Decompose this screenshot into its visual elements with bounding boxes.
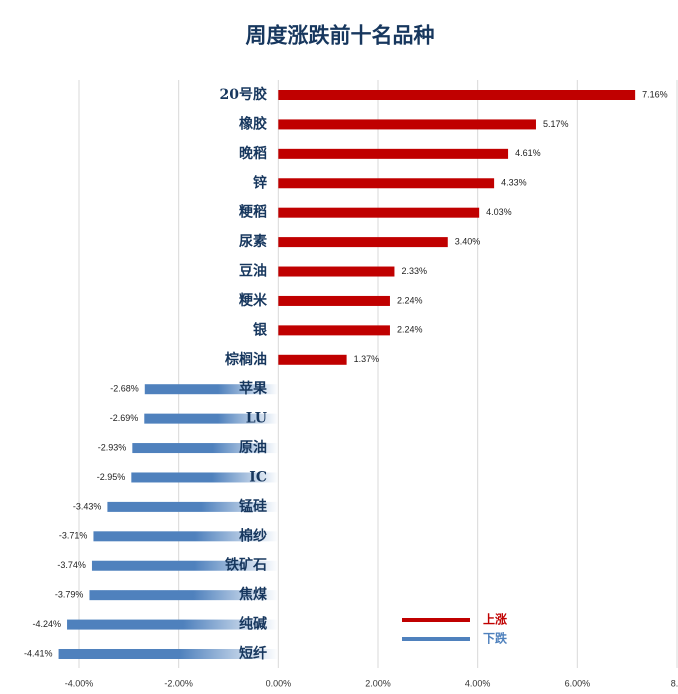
bar: [278, 148, 509, 159]
category-label: 纯碱: [239, 616, 267, 633]
x-tick-label: 2.00%: [365, 678, 391, 688]
bar: [91, 560, 279, 571]
value-label: 4.61%: [515, 148, 541, 158]
bar: [58, 649, 279, 659]
value-label: -2.69%: [110, 413, 139, 423]
bar: [144, 384, 279, 395]
value-label: -4.24%: [33, 619, 62, 629]
category-label: IC: [249, 469, 267, 485]
value-label: -2.68%: [110, 384, 139, 394]
value-label: -3.43%: [73, 501, 102, 511]
bar: [278, 178, 495, 189]
bar: [278, 295, 390, 306]
category-label: 棕榈油: [224, 351, 267, 368]
value-label: 4.33%: [501, 178, 527, 188]
category-label: 橡胶: [239, 115, 267, 132]
bar: [93, 531, 279, 542]
bar: [278, 237, 448, 248]
value-label: -2.95%: [97, 472, 126, 482]
category-label: 焦煤: [238, 586, 268, 603]
bar: [278, 90, 636, 100]
bar: [278, 354, 347, 365]
legend-label: 下跌: [483, 631, 508, 646]
value-label: 2.24%: [397, 325, 423, 335]
value-label: 3.40%: [455, 236, 481, 246]
legend-label: 上涨: [483, 612, 507, 627]
value-label: 7.16%: [642, 89, 668, 99]
chart-title: 周度涨跌前十名品种: [246, 23, 435, 48]
category-label: 短纤: [239, 645, 267, 662]
value-label: 5.17%: [543, 119, 569, 129]
category-label: 银: [253, 321, 268, 338]
x-tick-label: 6.00%: [565, 678, 591, 688]
bar: [67, 619, 279, 630]
x-tick-label: 8.0: [671, 678, 678, 688]
bar: [131, 472, 279, 483]
bar: [278, 207, 480, 218]
category-label: 20号胶: [220, 86, 267, 103]
bar: [144, 413, 279, 424]
category-label: 晚稻: [239, 145, 267, 162]
x-tick-label: -2.00%: [164, 678, 193, 688]
category-label: 粳稻: [238, 204, 267, 221]
category-label: 原油: [239, 439, 267, 456]
category-label: 锰硅: [239, 498, 267, 515]
value-label: -3.71%: [59, 531, 88, 541]
value-label: 2.24%: [397, 295, 423, 305]
value-label: -3.79%: [55, 590, 84, 600]
bar: [89, 590, 279, 601]
category-label: 棉纱: [239, 527, 267, 544]
bar: [132, 443, 279, 454]
x-tick-label: 0.00%: [266, 678, 292, 688]
value-label: -4.41%: [24, 648, 53, 658]
bar: [107, 501, 279, 512]
category-label: 豆油: [239, 263, 267, 280]
bar: [278, 266, 395, 277]
x-tick-label: 4.00%: [465, 678, 491, 688]
bar: [278, 325, 390, 336]
value-label: 4.03%: [486, 207, 512, 217]
x-tick-label: -4.00%: [65, 678, 94, 688]
value-label: -2.93%: [98, 442, 127, 452]
category-label: LU: [246, 411, 267, 427]
category-label: 苹果: [239, 380, 268, 397]
value-label: 2.33%: [401, 266, 427, 276]
value-label: 1.37%: [354, 354, 380, 364]
category-label: 铁矿石: [225, 557, 267, 574]
category-label: 锌: [253, 174, 267, 191]
category-label: 尿素: [239, 233, 267, 250]
category-label: 粳米: [238, 292, 268, 309]
bar: [278, 119, 536, 130]
value-label: -3.74%: [57, 560, 86, 570]
